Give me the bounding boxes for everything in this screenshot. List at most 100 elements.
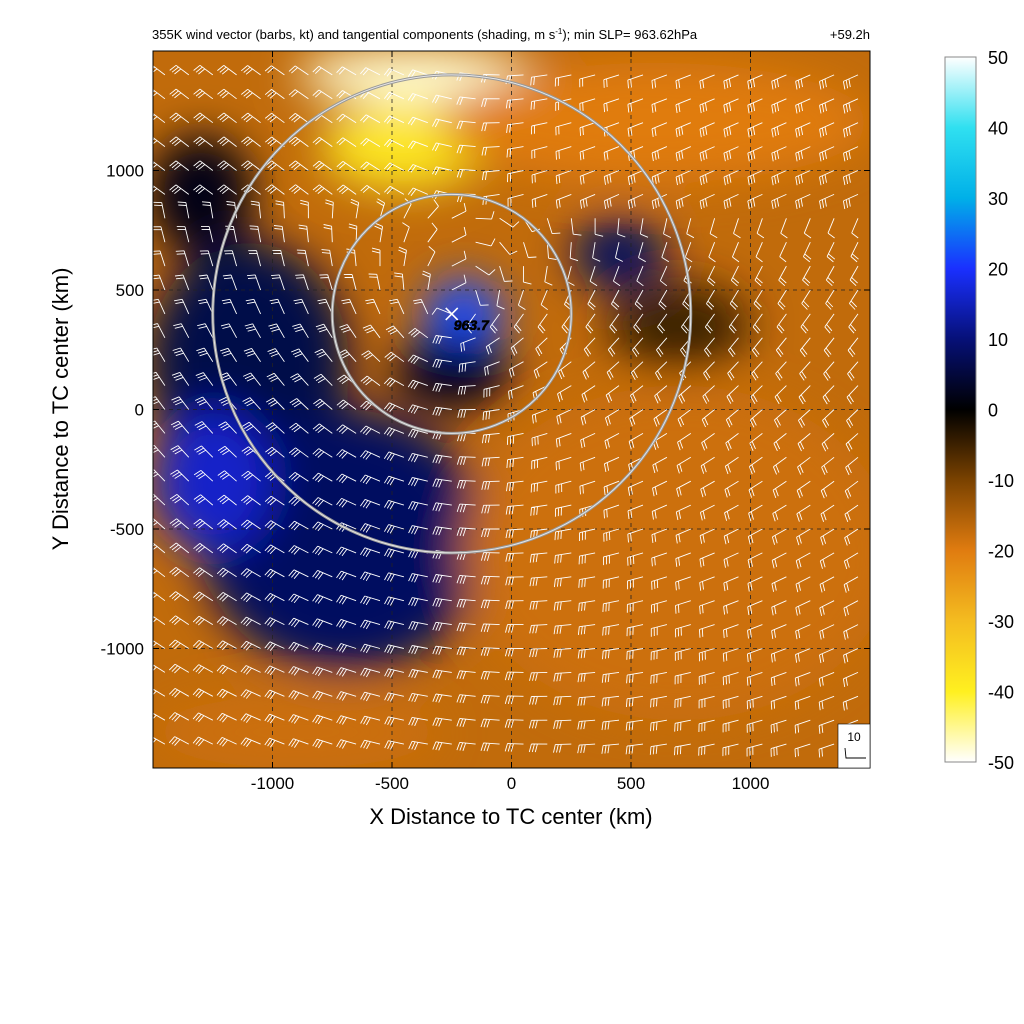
colorbar-tick-label: 40 — [988, 119, 1008, 139]
wind-barb — [580, 432, 596, 449]
wind-barb — [407, 164, 428, 173]
wind-barb — [774, 385, 787, 405]
wind-barb — [312, 738, 333, 749]
wind-barb — [241, 88, 261, 100]
wind-barb — [537, 313, 548, 334]
wind-barb — [626, 624, 644, 637]
wind-barb — [385, 325, 405, 339]
wind-barb — [651, 98, 668, 113]
wind-barb — [844, 528, 859, 546]
wind-barb — [723, 576, 739, 592]
wind-barb — [842, 671, 859, 687]
wind-barb — [371, 247, 381, 267]
wind-barb — [201, 201, 214, 219]
wind-barb — [650, 624, 668, 637]
wind-barb — [268, 323, 285, 339]
wind-barb — [217, 470, 237, 482]
wind-barb — [774, 409, 787, 428]
wind-barb — [195, 372, 214, 386]
reference-barb: 10 — [837, 723, 871, 769]
wind-barb — [384, 524, 405, 534]
wind-barb — [383, 138, 405, 148]
wind-barb — [483, 385, 500, 398]
wind-barb — [339, 324, 357, 339]
wind-barb — [529, 600, 548, 610]
wind-barb — [747, 552, 763, 569]
wind-barb — [199, 250, 214, 267]
wind-barb — [627, 480, 644, 496]
wind-barb — [577, 695, 596, 706]
wind-barb — [480, 718, 500, 728]
wind-barb — [480, 671, 500, 680]
wind-barb — [153, 347, 166, 362]
x-tick-label: 0 — [507, 774, 516, 793]
wind-barb — [605, 385, 620, 403]
wind-barb — [384, 572, 405, 582]
wind-barb — [795, 146, 811, 162]
wind-barb — [555, 432, 572, 448]
wind-barb — [170, 445, 190, 458]
wind-barb — [170, 420, 190, 434]
plot-area: 963.7 10 — [152, 50, 871, 769]
wind-barb — [218, 421, 237, 434]
wind-barb — [173, 323, 190, 339]
wind-barb — [579, 456, 596, 472]
wind-barb — [216, 567, 237, 578]
wind-barb — [217, 543, 237, 554]
wind-barb — [321, 249, 333, 267]
wind-barb — [249, 225, 262, 243]
wind-barb — [193, 567, 214, 578]
wind-barb — [506, 122, 524, 133]
wind-barb — [651, 74, 668, 89]
wind-barb — [193, 160, 214, 171]
wind-barb — [408, 597, 428, 607]
wind-barb — [336, 137, 357, 147]
wind-barb — [174, 274, 190, 291]
wind-barb — [725, 433, 739, 451]
wind-barb — [626, 648, 644, 660]
wind-barb — [505, 576, 524, 586]
wind-barb — [531, 170, 548, 184]
wind-barb — [264, 65, 285, 76]
wind-barb — [169, 494, 190, 506]
wind-barb — [394, 272, 405, 291]
wind-barb — [408, 621, 428, 631]
wind-barb — [432, 741, 452, 751]
wind-barb — [312, 714, 333, 725]
wind-barb — [794, 743, 811, 758]
wind-barb — [505, 624, 524, 633]
wind-barb — [752, 313, 763, 334]
wind-barb — [465, 313, 476, 334]
wind-barb — [408, 501, 428, 511]
wind-barb — [570, 218, 582, 236]
wind-barb — [579, 528, 596, 542]
wind-barb — [217, 494, 237, 506]
y-tick-label: 500 — [116, 281, 144, 300]
wind-barb — [432, 382, 452, 392]
wind-barb — [650, 600, 668, 614]
wind-barb — [360, 138, 381, 147]
wind-barb — [601, 719, 620, 731]
wind-barb — [699, 146, 715, 162]
x-tick-label: -500 — [375, 774, 409, 793]
wind-barb — [531, 432, 548, 447]
wind-barb — [216, 616, 237, 626]
wind-barb — [360, 619, 381, 630]
wind-barb — [709, 218, 718, 239]
wind-barb — [699, 193, 715, 210]
wind-barb — [603, 170, 620, 185]
wind-barb — [583, 337, 596, 357]
wind-barb — [819, 600, 835, 616]
wind-barb — [651, 122, 668, 137]
wind-barb — [674, 743, 691, 756]
wind-barb — [485, 337, 500, 355]
wind-barb — [820, 480, 835, 499]
wind-barb — [523, 242, 537, 258]
wind-barb — [169, 184, 190, 195]
wind-barb — [480, 623, 500, 633]
wind-barb — [243, 347, 261, 362]
wind-barb — [432, 717, 452, 727]
wind-barb — [796, 480, 811, 499]
wind-barb — [505, 98, 524, 109]
wind-barb — [288, 184, 309, 195]
